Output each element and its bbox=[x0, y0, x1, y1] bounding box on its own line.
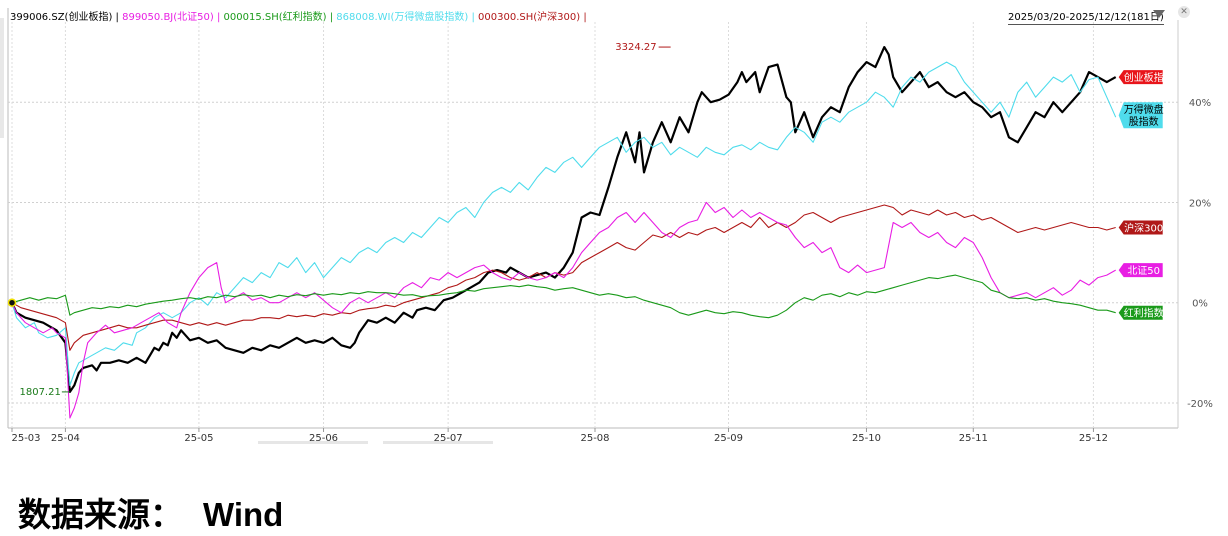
legend-separator: | bbox=[468, 12, 479, 23]
series-tag: 沪深300 bbox=[1118, 220, 1163, 235]
series-tag-label: 沪深300 bbox=[1124, 222, 1163, 235]
series-line bbox=[11, 201, 1116, 419]
x-tick-label: 25-12 bbox=[1079, 433, 1108, 444]
series-tag: 创业板指 bbox=[1118, 70, 1164, 85]
x-tick-label: 25-10 bbox=[852, 433, 881, 444]
y-tick-label: 40% bbox=[1189, 98, 1211, 109]
x-tick-label: 25-05 bbox=[184, 433, 213, 444]
series-tag: 万得微盘股指数 bbox=[1118, 102, 1164, 129]
y-tick-label: 0% bbox=[1192, 299, 1208, 310]
line-chart: -20% 0% 20% 40% 25-03 25-04 25-05 25-06 25-07 25-… bbox=[0, 8, 1213, 444]
legend-item[interactable]: 399006.SZ(创业板指) bbox=[10, 12, 113, 23]
source-label: 数据来源： bbox=[18, 495, 183, 534]
legend-item[interactable]: 000300.SH(沪深300) bbox=[478, 12, 581, 23]
series-tag-bg bbox=[1118, 220, 1163, 235]
y-tick-label: 20% bbox=[1189, 198, 1211, 209]
series-tag-label: 股指数 bbox=[1129, 115, 1159, 128]
chart-panel: -20% 0% 20% 40% 25-03 25-04 25-05 25-06 25-07 25-… bbox=[0, 6, 1213, 444]
annotation-label: 1807.21 bbox=[19, 387, 60, 398]
annotation-label: 3324.27 bbox=[615, 42, 656, 53]
legend-separator: | bbox=[112, 12, 123, 23]
y-tick-label: -20% bbox=[1187, 399, 1213, 410]
x-tick-label: 25-03 bbox=[11, 433, 40, 444]
x-tick-label: 25-08 bbox=[580, 433, 609, 444]
series-tag: 北证50 bbox=[1118, 263, 1163, 278]
series-line bbox=[11, 274, 1116, 319]
scrollbar-thumb bbox=[383, 441, 493, 444]
chevron-down-icon[interactable] bbox=[1153, 10, 1165, 18]
x-tick-label: 25-11 bbox=[959, 433, 988, 444]
source-value: Wind bbox=[203, 496, 284, 533]
series-line bbox=[11, 204, 1116, 351]
legend-separator: | bbox=[213, 12, 224, 23]
x-tick-label: 25-07 bbox=[434, 433, 463, 444]
x-tick-label: 25-06 bbox=[309, 433, 338, 444]
date-range-selector[interactable]: 2025/03/20-2025/12/12(181日) bbox=[1008, 8, 1164, 25]
series-tag-label: 北证50 bbox=[1127, 265, 1160, 277]
series-tag-label: 万得微盘 bbox=[1124, 103, 1164, 116]
series-line bbox=[11, 61, 1117, 386]
legend-item[interactable]: 000015.SH(红利指数) bbox=[223, 12, 327, 23]
close-icon[interactable]: ✕ bbox=[1178, 6, 1190, 18]
series-tag-bg bbox=[1118, 70, 1163, 85]
series-tag-bg bbox=[1118, 305, 1163, 320]
x-tick-label: 25-04 bbox=[51, 433, 80, 444]
series-tag-label: 红利指数 bbox=[1124, 307, 1164, 320]
x-tick-label: 25-09 bbox=[714, 433, 743, 444]
data-source: 数据来源： Wind bbox=[18, 488, 283, 536]
legend-separator: | bbox=[326, 12, 337, 23]
series-tag-label: 创业板指 bbox=[1124, 71, 1164, 84]
legend-item[interactable]: 899050.BJ(北证50) bbox=[122, 12, 214, 23]
series-line bbox=[10, 46, 1117, 393]
scrollbar-thumb bbox=[258, 441, 368, 444]
legend-separator: | bbox=[580, 12, 587, 23]
start-point-marker bbox=[7, 298, 17, 307]
left-panel-edge bbox=[0, 18, 4, 138]
legend-item[interactable]: 868008.WI(万得微盘股指数) bbox=[336, 12, 469, 23]
series-tag: 红利指数 bbox=[1118, 305, 1164, 320]
series-tag-bg bbox=[1118, 102, 1163, 129]
legend: 399006.SZ(创业板指) | 899050.BJ(北证50) | 0000… bbox=[10, 8, 587, 23]
series-tag-bg bbox=[1118, 263, 1163, 278]
